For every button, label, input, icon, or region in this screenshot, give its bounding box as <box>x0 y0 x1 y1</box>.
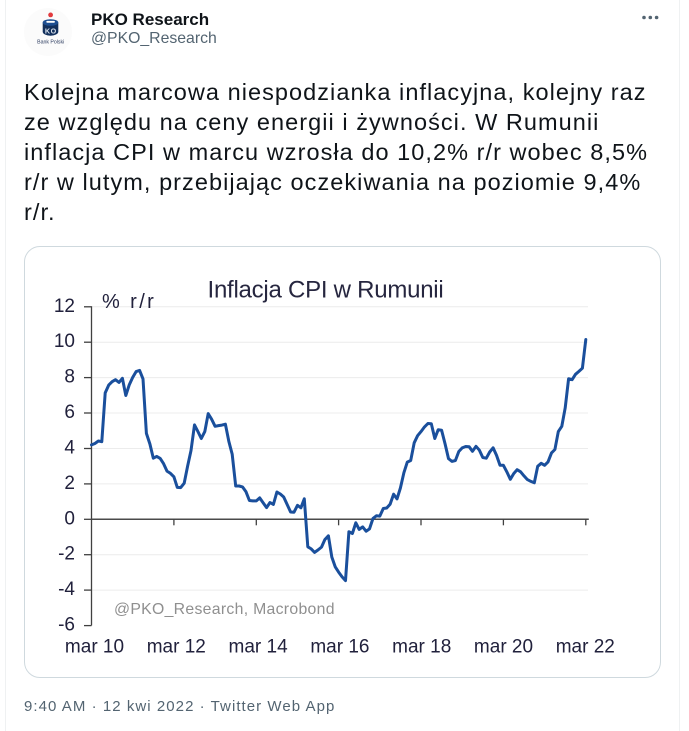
svg-text:mar 12: mar 12 <box>147 637 206 658</box>
svg-text:mar 22: mar 22 <box>556 637 615 658</box>
svg-text:10: 10 <box>54 331 75 352</box>
svg-text:% r/r: % r/r <box>102 291 156 313</box>
svg-text:8: 8 <box>64 367 75 388</box>
svg-text:mar 16: mar 16 <box>310 637 369 658</box>
svg-text:mar 18: mar 18 <box>392 637 451 658</box>
svg-text:-2: -2 <box>58 544 75 565</box>
svg-text:-6: -6 <box>58 615 75 636</box>
svg-text:KO: KO <box>45 27 57 36</box>
svg-text:@PKO_Research, Macrobond: @PKO_Research, Macrobond <box>114 601 335 618</box>
svg-text:2: 2 <box>64 473 75 494</box>
svg-text:6: 6 <box>64 402 75 423</box>
svg-text:12: 12 <box>54 296 75 317</box>
svg-text:0: 0 <box>64 508 75 529</box>
svg-text:Inflacja CPI w Rumunii: Inflacja CPI w Rumunii <box>208 276 444 303</box>
svg-text:Bank Polski: Bank Polski <box>37 40 64 46</box>
svg-text:mar 14: mar 14 <box>229 637 289 658</box>
svg-text:mar 10: mar 10 <box>65 637 124 658</box>
svg-text:mar 20: mar 20 <box>474 637 533 658</box>
svg-text:4: 4 <box>64 438 75 459</box>
svg-text:-4: -4 <box>58 579 75 600</box>
